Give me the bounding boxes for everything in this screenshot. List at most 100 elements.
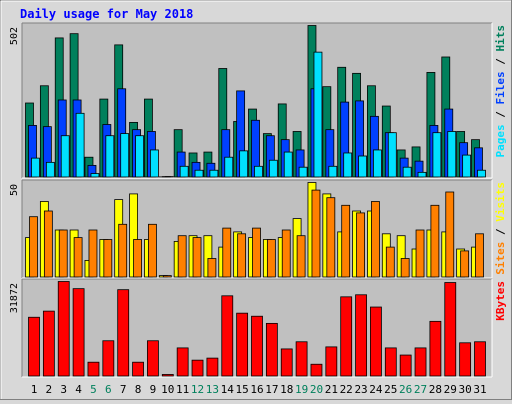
bar <box>255 166 263 177</box>
bar <box>446 192 454 277</box>
bar <box>193 238 201 277</box>
x-tick-label: 25 <box>384 383 397 396</box>
x-tick-label: 28 <box>429 383 442 396</box>
x-tick-label: 31 <box>473 383 486 396</box>
bar <box>58 282 69 377</box>
legend-entry: Hits <box>494 25 507 52</box>
x-tick-label: 1 <box>31 383 38 396</box>
bar <box>180 166 188 177</box>
y-max-label: 31872 <box>9 283 20 313</box>
bar <box>133 362 144 376</box>
bar <box>284 152 292 177</box>
bar <box>297 236 305 277</box>
bar <box>312 190 320 277</box>
bar <box>281 349 292 376</box>
x-tick-label: 12 <box>191 383 204 396</box>
y-max-label: 50 <box>9 184 20 196</box>
bar <box>401 259 409 278</box>
bar <box>91 174 99 177</box>
bar <box>314 52 322 177</box>
bar <box>475 342 486 376</box>
x-tick-label: 17 <box>265 383 278 396</box>
bar <box>163 276 171 277</box>
bar <box>238 234 246 277</box>
bar <box>103 341 114 376</box>
bar <box>478 170 486 177</box>
x-tick-label: 18 <box>280 383 293 396</box>
bar <box>267 240 275 278</box>
bar <box>119 224 127 277</box>
bar <box>266 323 277 376</box>
legend-entry: Files <box>494 71 507 104</box>
bar <box>416 230 424 277</box>
bar <box>29 317 40 376</box>
bar <box>356 295 367 376</box>
bar <box>282 230 290 277</box>
bar <box>208 259 216 278</box>
bar <box>371 202 379 278</box>
x-tick-label: 16 <box>250 383 263 396</box>
legend-separator: / <box>494 222 507 242</box>
bar <box>476 234 484 277</box>
bar <box>445 283 456 376</box>
bar <box>43 311 54 376</box>
y-max-label: 502 <box>9 27 20 45</box>
legend-separator: / <box>494 52 507 72</box>
x-tick-label: 11 <box>176 383 189 396</box>
bar <box>433 133 441 177</box>
x-tick-label: 29 <box>444 383 457 396</box>
bar <box>269 160 277 177</box>
bar <box>400 355 411 376</box>
x-tick-label: 26 <box>399 383 412 396</box>
bar <box>150 150 158 177</box>
bar <box>136 136 144 177</box>
bar <box>373 150 381 177</box>
bar <box>162 374 173 376</box>
bar <box>121 134 129 177</box>
x-tick-label: 20 <box>310 383 323 396</box>
bar <box>448 131 456 177</box>
x-tick-label: 14 <box>221 383 235 396</box>
chart-title: Daily usage for May 2018 <box>20 7 193 21</box>
bar <box>237 313 248 376</box>
bar <box>44 211 52 277</box>
bar <box>415 348 426 376</box>
x-tick-label: 22 <box>340 383 353 396</box>
legend-entry: Pages <box>494 124 507 157</box>
bar <box>299 167 307 177</box>
bar <box>463 155 471 177</box>
bar <box>341 297 352 376</box>
x-tick-label: 10 <box>161 383 174 396</box>
x-tick-label: 19 <box>295 383 308 396</box>
bar <box>104 240 112 278</box>
bar <box>385 348 396 376</box>
bar <box>344 153 352 177</box>
legend-entry: Sites <box>494 242 507 275</box>
bar <box>177 348 188 376</box>
legend-entry: Visits <box>494 182 507 222</box>
bar <box>134 240 142 278</box>
bar <box>252 316 263 376</box>
x-tick-label: 23 <box>354 383 367 396</box>
x-tick-label: 8 <box>135 383 142 396</box>
bar <box>253 228 261 277</box>
x-tick-label: 24 <box>369 383 383 396</box>
bar <box>59 230 67 277</box>
bar <box>430 321 441 376</box>
legend-separator: / <box>494 105 507 125</box>
bar <box>388 133 396 177</box>
legend: Sites / Visits <box>494 182 507 275</box>
bar <box>418 172 426 177</box>
bar <box>327 198 335 277</box>
bar <box>296 342 307 376</box>
bar <box>222 296 233 376</box>
bar <box>370 307 381 376</box>
bar <box>74 238 82 277</box>
bar <box>359 156 367 177</box>
bar <box>148 224 156 277</box>
bar <box>61 136 69 177</box>
x-tick-label: 7 <box>120 383 127 396</box>
x-tick-label: 5 <box>90 383 97 396</box>
